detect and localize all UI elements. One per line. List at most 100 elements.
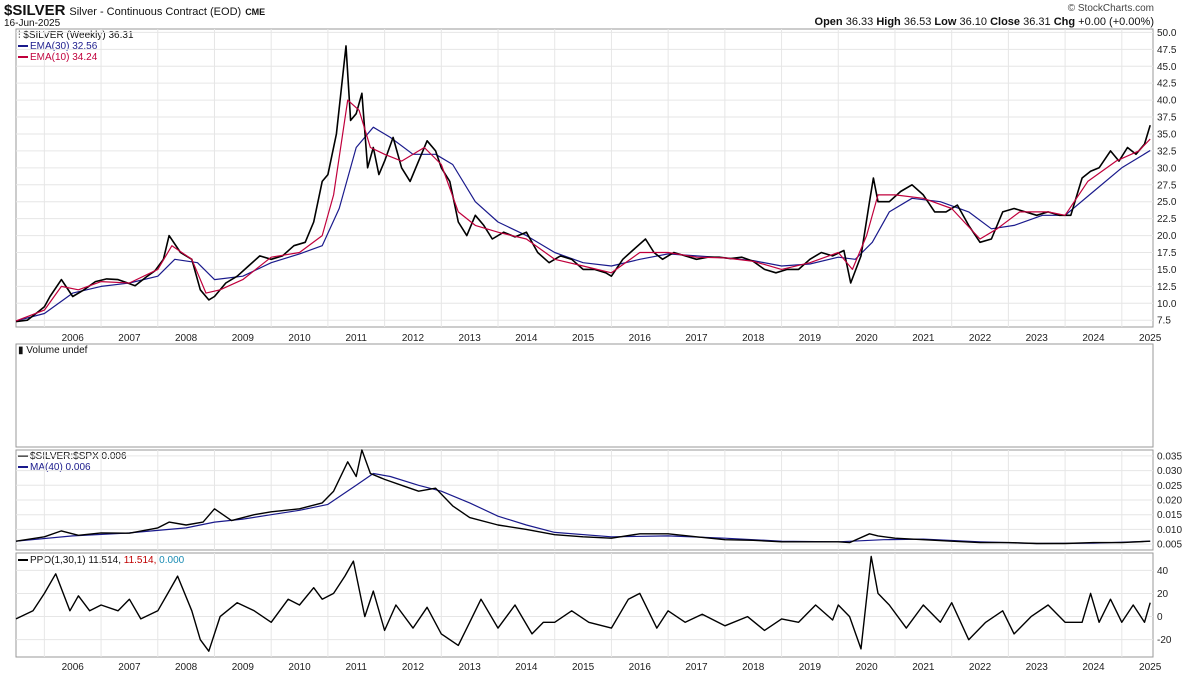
x-tick-label-top: 2014	[515, 333, 538, 344]
ema30-line	[15, 126, 1151, 322]
volume-bars-icon: ▮	[18, 345, 24, 356]
x-tick-label-top: 2021	[912, 333, 935, 344]
legend-ppo-signal: 11.514,	[123, 555, 157, 566]
high-value: 36.53	[903, 16, 932, 28]
chart-date: 16-Jun-2025	[4, 18, 61, 29]
x-tick-label-bottom: 2008	[175, 662, 198, 673]
ppo-legend: PPO(1,30,1) 11.514, 11.514, 0.000	[18, 555, 184, 566]
ema10-line	[15, 99, 1151, 322]
x-tick-label-top: 2011	[345, 333, 367, 344]
y-tick-label-price: 7.5	[1157, 316, 1171, 327]
x-tick-label-top: 2007	[118, 333, 141, 344]
x-tick-label-top: 2016	[629, 333, 652, 344]
symbol: $SILVER	[4, 2, 66, 19]
y-tick-label-price: 27.5	[1157, 180, 1177, 191]
x-tick-label-top: 2009	[232, 333, 255, 344]
y-tick-label-price: 50.0	[1157, 28, 1177, 39]
ppo-line	[15, 555, 1151, 652]
y-tick-label-price: 32.5	[1157, 146, 1177, 157]
ema10-swatch-icon	[18, 56, 28, 59]
open-label: Open	[814, 16, 843, 28]
x-tick-label-bottom: 2013	[459, 662, 482, 673]
x-tick-label-top: 2019	[799, 333, 822, 344]
y-tick-label-price: 45.0	[1157, 62, 1177, 73]
legend-ema10: EMA(10) 34.24	[30, 52, 98, 63]
x-tick-label-top: 2024	[1082, 333, 1105, 344]
y-tick-label-price: 35.0	[1157, 129, 1177, 140]
x-tick-label-bottom: 2016	[629, 662, 652, 673]
y-tick-label-price: 37.5	[1157, 113, 1177, 124]
x-tick-label-bottom: 2020	[855, 662, 878, 673]
x-tick-label-bottom: 2025	[1139, 662, 1162, 673]
y-tick-label-ratio: 0.015	[1157, 510, 1182, 521]
x-tick-label-bottom: 2019	[799, 662, 822, 673]
ma40-swatch-icon	[18, 466, 28, 469]
x-tick-label-bottom: 2011	[345, 662, 367, 673]
price-panel-frame	[15, 28, 1154, 328]
legend-ppo-hist: 0.000	[159, 555, 185, 566]
symbol-description: Silver - Continuous Contract (EOD)	[69, 6, 242, 18]
x-tick-label-bottom: 2023	[1026, 662, 1049, 673]
ppo-panel-frame	[15, 552, 1154, 658]
close-label: Close	[990, 16, 1021, 28]
x-tick-label-top: 2015	[572, 333, 595, 344]
price-line	[15, 45, 1151, 323]
x-tick-label-top: 2023	[1026, 333, 1049, 344]
legend-volume: Volume undef	[26, 345, 88, 356]
y-tick-label-ratio: 0.005	[1157, 540, 1182, 551]
x-tick-label-bottom: 2007	[118, 662, 141, 673]
x-tick-label-bottom: 2015	[572, 662, 595, 673]
x-tick-label-top: 2013	[459, 333, 482, 344]
y-tick-label-ratio: 0.035	[1157, 451, 1182, 462]
y-tick-label-ratio: 0.020	[1157, 496, 1182, 507]
ratio-line	[15, 449, 1151, 545]
legend-ma40: MA(40) 0.006	[30, 462, 91, 473]
symbol-title: $SILVER Silver - Continuous Contract (EOD…	[4, 2, 265, 19]
close-value: 36.31	[1023, 16, 1051, 28]
legend-ppo: PPO(1,30,1) 11.514,	[30, 555, 121, 566]
y-tick-label-price: 10.0	[1157, 299, 1177, 310]
y-tick-label-ppo: 40	[1157, 566, 1169, 577]
y-tick-label-ppo: 0	[1157, 612, 1163, 623]
volume-panel-frame	[15, 343, 1154, 448]
x-tick-label-top: 2010	[288, 333, 311, 344]
y-tick-label-price: 17.5	[1157, 248, 1177, 259]
x-tick-label-bottom: 2014	[515, 662, 538, 673]
x-tick-label-bottom: 2010	[288, 662, 311, 673]
x-tick-label-top: 2008	[175, 333, 198, 344]
y-tick-label-ratio: 0.010	[1157, 525, 1182, 536]
chg-label: Chg	[1053, 16, 1076, 28]
brand-logo[interactable]: © StockCharts.com	[1067, 3, 1154, 14]
y-tick-label-price: 25.0	[1157, 197, 1177, 208]
x-tick-label-bottom: 2018	[742, 662, 765, 673]
x-tick-label-top: 2018	[742, 333, 765, 344]
legend-price: $SILVER (Weekly) 36.31	[23, 30, 134, 41]
y-tick-label-price: 15.0	[1157, 265, 1177, 276]
y-tick-label-ppo: -20	[1157, 635, 1172, 646]
x-tick-label-bottom: 2022	[969, 662, 992, 673]
y-tick-label-price: 30.0	[1157, 163, 1177, 174]
x-tick-label-top: 2025	[1139, 333, 1162, 344]
x-tick-label-bottom: 2017	[685, 662, 708, 673]
ohlc-readout: Open 36.33 High 36.53 Low 36.10 Close 36…	[815, 16, 1154, 28]
y-tick-label-price: 22.5	[1157, 214, 1177, 225]
exchange-label: CME	[245, 7, 266, 17]
open-value: 36.33	[845, 16, 874, 28]
x-tick-label-top: 2017	[685, 333, 708, 344]
x-tick-label-top: 2012	[402, 333, 425, 344]
ma40-line	[15, 472, 1151, 545]
legend-ema30: EMA(30) 32.56	[30, 41, 98, 52]
low-label: Low	[934, 16, 957, 28]
x-tick-label-top: 2020	[855, 333, 878, 344]
y-tick-label-price: 20.0	[1157, 231, 1177, 242]
legend-ratio: $SILVER:$SPX 0.006	[30, 451, 127, 462]
y-tick-label-ratio: 0.025	[1157, 481, 1182, 492]
x-tick-label-bottom: 2006	[62, 662, 85, 673]
y-tick-label-ratio: 0.030	[1157, 466, 1182, 477]
volume-legend: ▮ Volume undef	[18, 345, 87, 356]
ppo-swatch-icon	[18, 559, 28, 562]
x-tick-label-bottom: 2024	[1082, 662, 1105, 673]
x-tick-label-bottom: 2009	[232, 662, 255, 673]
x-tick-label-top: 2022	[969, 333, 992, 344]
